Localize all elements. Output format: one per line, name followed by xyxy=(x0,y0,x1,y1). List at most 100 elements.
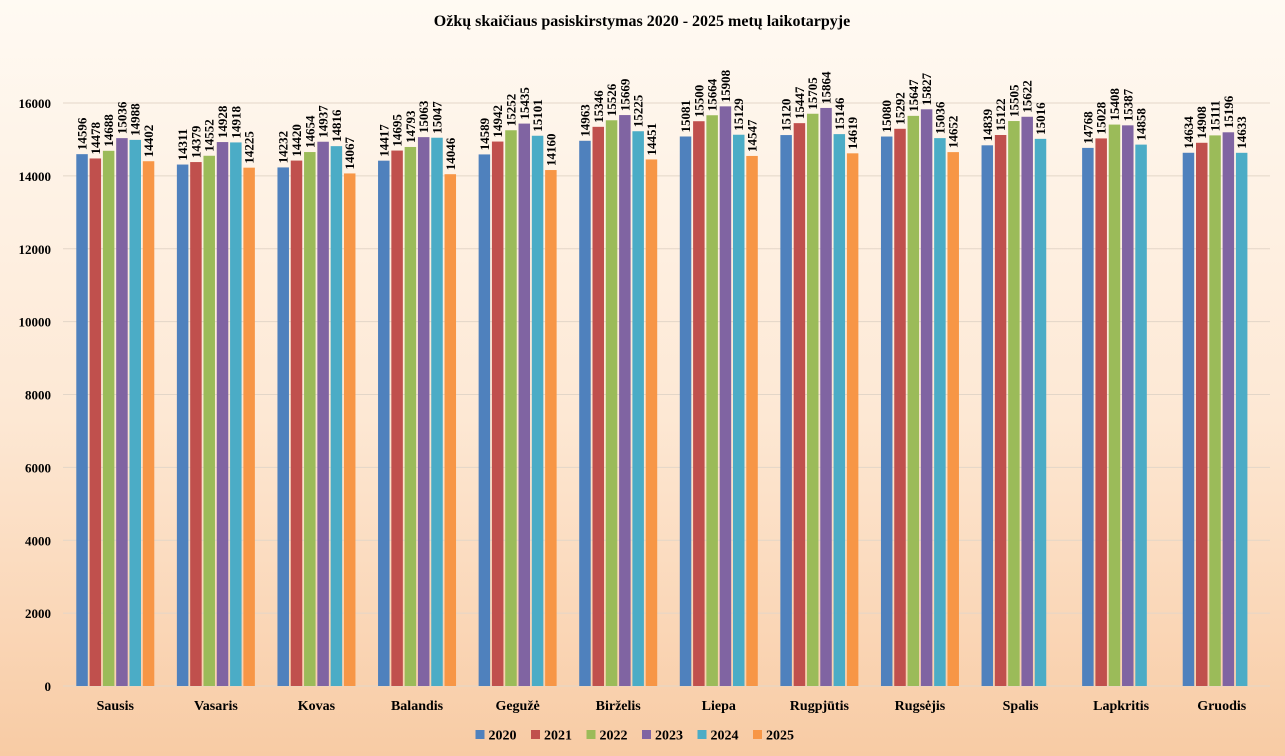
y-tick-label: 10000 xyxy=(19,315,52,330)
bar-2021-Gegužė xyxy=(491,141,504,686)
bar-2023-Gegužė xyxy=(518,123,531,687)
data-label: 15664 xyxy=(705,78,720,111)
bars xyxy=(76,106,1248,687)
data-label: 15705 xyxy=(805,77,820,110)
data-label: 14160 xyxy=(543,134,558,167)
data-label: 15122 xyxy=(993,98,1008,131)
data-label: 15036 xyxy=(114,101,129,134)
x-category-label: Vasaris xyxy=(194,699,238,714)
bar-2022-Gruodis xyxy=(1209,135,1221,686)
y-tick-label: 4000 xyxy=(25,533,51,548)
bar-2025-Vasaris xyxy=(243,167,255,686)
bar-2021-Sausis xyxy=(89,158,102,686)
data-label: 14839 xyxy=(980,108,995,141)
bar-2024-Kovas xyxy=(330,146,343,687)
bar-2021-Rugsėjis xyxy=(894,128,906,687)
x-category-label: Spalis xyxy=(1003,699,1039,714)
bar-2021-Liepa xyxy=(693,121,705,686)
bar-2025-Sausis xyxy=(142,161,155,687)
legend-label-2020: 2020 xyxy=(489,729,517,744)
data-label: 14963 xyxy=(577,104,592,137)
bar-2024-Gegužė xyxy=(531,135,544,686)
bar-2023-Rugsėjis xyxy=(920,109,933,686)
x-category-label: Birželis xyxy=(596,699,642,714)
data-label: 14478 xyxy=(88,121,103,154)
data-label: 14596 xyxy=(75,117,90,150)
data-label: 15047 xyxy=(429,101,444,134)
bar-2023-Birželis xyxy=(619,115,631,687)
bar-2023-Sausis xyxy=(116,138,128,687)
data-label: 15252 xyxy=(503,94,518,127)
data-label: 15669 xyxy=(617,78,632,111)
bar-2020-Vasaris xyxy=(176,164,189,686)
bar-2021-Kovas xyxy=(290,160,303,687)
bar-2020-Gegužė xyxy=(478,154,491,686)
data-label: 15101 xyxy=(530,99,545,132)
y-tick-label: 6000 xyxy=(25,460,51,475)
data-label: 14942 xyxy=(490,105,505,138)
data-label: 14793 xyxy=(403,110,418,143)
data-label: 14768 xyxy=(1080,111,1095,144)
legend-swatch-2021 xyxy=(531,730,540,739)
legend-swatch-2022 xyxy=(586,730,596,739)
bar-2025-Kovas xyxy=(343,173,356,686)
bar-2024-Lapkritis xyxy=(1135,144,1147,686)
data-label: 15063 xyxy=(416,100,431,133)
legend-swatch-2020 xyxy=(475,730,485,739)
bar-2022-Rugsėjis xyxy=(907,115,920,687)
legend-label-2022: 2022 xyxy=(600,729,628,744)
bar-2022-Spalis xyxy=(1008,121,1020,686)
data-label: 14232 xyxy=(276,131,291,164)
x-axis: Sausis Vasaris Kovas Balandis Gegužė Birželis… xyxy=(97,699,1247,714)
data-label: 14552 xyxy=(202,119,217,152)
data-label: 14652 xyxy=(946,116,961,149)
data-label: 15505 xyxy=(1006,84,1021,117)
y-tick-label: 8000 xyxy=(25,388,51,403)
data-label: 14634 xyxy=(1181,116,1196,149)
x-category-label: Kovas xyxy=(298,699,336,714)
bar-2022-Rugpjūtis xyxy=(806,113,819,686)
data-label: 14633 xyxy=(1234,116,1249,149)
data-label: 15129 xyxy=(731,98,746,131)
x-category-label: Sausis xyxy=(97,699,135,714)
data-label: 14311 xyxy=(175,129,190,161)
bar-2024-Rugpjūtis xyxy=(833,134,846,687)
data-label: 14937 xyxy=(316,105,331,138)
bar-2020-Liepa xyxy=(679,136,692,686)
bar-2022-Gegužė xyxy=(505,130,517,686)
bar-2024-Liepa xyxy=(732,134,745,686)
bar-2020-Rugpjūtis xyxy=(780,135,792,686)
data-label: 15120 xyxy=(779,99,794,132)
bar-2021-Vasaris xyxy=(190,162,202,686)
legend-label-2023: 2023 xyxy=(655,729,683,744)
data-label: 14619 xyxy=(845,116,860,149)
bar-2025-Liepa xyxy=(746,155,758,686)
bar-2023-Lapkritis xyxy=(1122,125,1134,687)
bar-2020-Sausis xyxy=(76,154,88,686)
bar-2021-Balandis xyxy=(391,150,403,687)
data-label: 14816 xyxy=(329,109,344,142)
x-category-label: Lapkritis xyxy=(1093,699,1150,714)
data-label: 15908 xyxy=(718,69,733,102)
bar-2025-Balandis xyxy=(444,174,457,687)
data-label: 15111 xyxy=(1208,100,1223,131)
bar-2021-Spalis xyxy=(994,134,1007,686)
data-label: 14858 xyxy=(1134,108,1149,141)
bar-2020-Balandis xyxy=(378,160,390,687)
y-axis: 0 2000 4000 6000 8000 10000 12000 14000 16000 xyxy=(19,96,52,694)
data-label: 14688 xyxy=(101,114,116,147)
data-label: 14402 xyxy=(141,125,156,158)
bar-2022-Birželis xyxy=(605,120,618,687)
x-category-label: Balandis xyxy=(391,699,444,714)
data-label: 14067 xyxy=(342,136,357,169)
data-label: 14589 xyxy=(477,117,492,150)
bar-2023-Liepa xyxy=(719,106,732,687)
bar-2023-Vasaris xyxy=(216,142,229,686)
bar-2022-Sausis xyxy=(102,150,115,686)
bar-2021-Birželis xyxy=(592,126,605,686)
y-tick-label: 12000 xyxy=(19,242,52,257)
bar-2020-Birželis xyxy=(579,140,591,686)
legend-swatch-2024 xyxy=(697,730,707,739)
